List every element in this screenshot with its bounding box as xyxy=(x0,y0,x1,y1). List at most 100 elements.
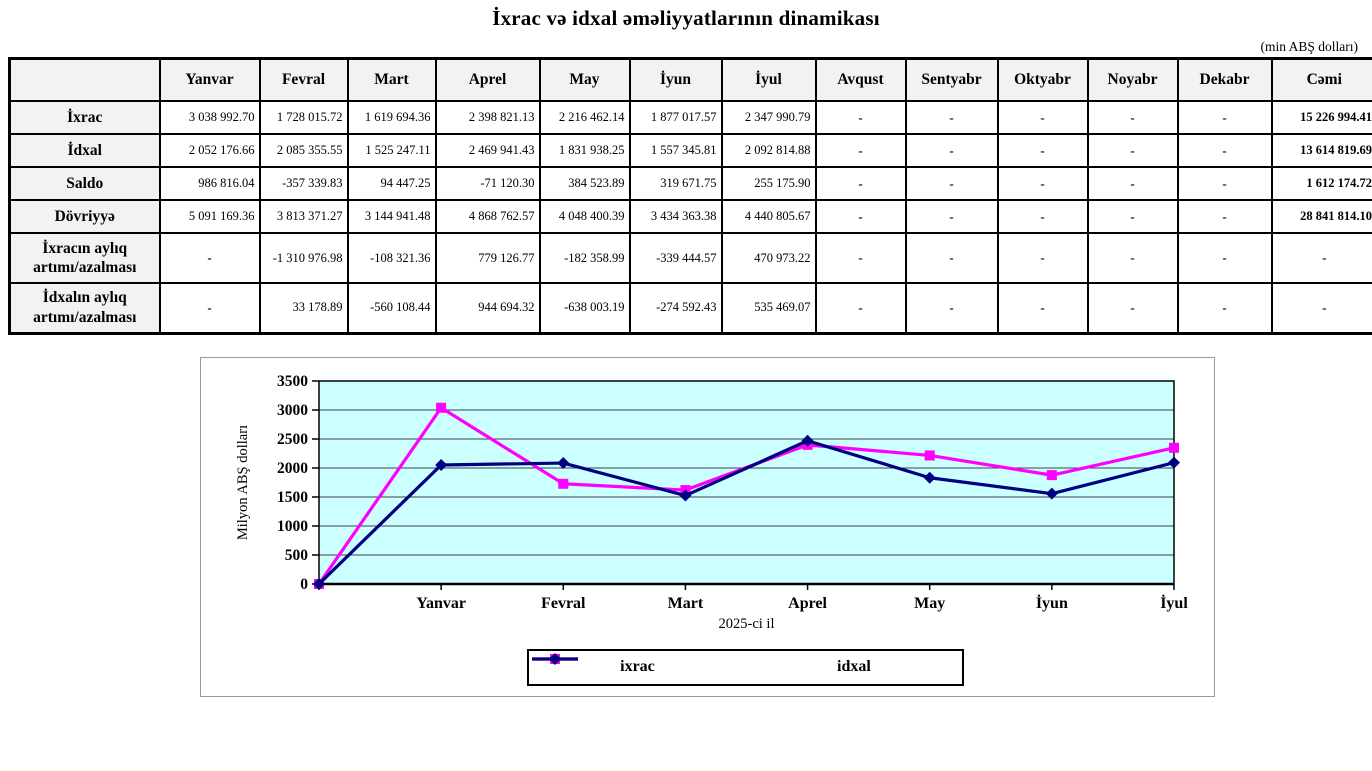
table-cell: - xyxy=(996,100,1089,135)
svg-text:Milyon ABŞ dolları: Milyon ABŞ dolları xyxy=(235,424,251,539)
table-cell: - xyxy=(1176,282,1273,334)
unit-note: (min ABŞ dolları) xyxy=(1260,39,1359,54)
svg-text:May: May xyxy=(914,595,945,612)
table-cell: - xyxy=(1086,232,1179,284)
row-label: Saldo xyxy=(8,166,161,201)
svg-text:1500: 1500 xyxy=(277,489,308,506)
table-cell: 2 092 814.88 xyxy=(720,133,817,168)
table-cell: 319 671.75 xyxy=(628,166,723,201)
column-header: İyul xyxy=(720,57,817,102)
table-row: Saldo 986 816.04 -357 339.83 94 447.25 -71 1… xyxy=(8,166,1372,201)
table-cell: - xyxy=(158,282,261,334)
column-header xyxy=(8,57,161,102)
table-cell: - xyxy=(904,100,999,135)
table-row: İxracın aylıq artımı/azalması - -1 310 976… xyxy=(8,232,1372,284)
table-cell: -71 120.30 xyxy=(434,166,541,201)
table-row: İdxalın aylıq artımı/azalması -33 178.89-… xyxy=(8,282,1372,334)
table-cell: 1 557 345.81 xyxy=(628,133,723,168)
table-cell: - xyxy=(1086,282,1179,334)
table-cell: 13 614 819.69 xyxy=(1270,133,1372,168)
svg-text:500: 500 xyxy=(285,547,309,564)
table-cell: - xyxy=(1086,199,1179,234)
legend-marker-icon xyxy=(532,652,578,665)
table-cell: 15 226 994.41 xyxy=(1270,100,1372,135)
svg-text:3000: 3000 xyxy=(277,402,308,419)
table-cell: - xyxy=(1176,232,1273,284)
table-cell: -1 310 976.98 xyxy=(258,232,349,284)
table-cell: - xyxy=(1176,199,1273,234)
column-header: Sentyabr xyxy=(904,57,999,102)
table-cell: - xyxy=(1086,100,1179,135)
line-chart-svg: 0 500 1000 1500 2000 2500 3000 3500 Yanvar Fevral… xyxy=(235,373,1188,632)
svg-text:Fevral: Fevral xyxy=(541,595,586,612)
table-cell: -638 003.19 xyxy=(538,282,631,334)
table-cell: - xyxy=(1176,166,1273,201)
table-cell: -108 321.36 xyxy=(346,232,437,284)
table-cell: - xyxy=(814,232,907,284)
table-cell: - xyxy=(1086,166,1179,201)
svg-text:2000: 2000 xyxy=(277,460,308,477)
table-cell: 2 347 990.79 xyxy=(720,100,817,135)
table-cell: - xyxy=(904,166,999,201)
table-cell: 384 523.89 xyxy=(538,166,631,201)
table-row: İdxal 2 052 176.66 2 085 355.55 1 525 247.1… xyxy=(8,133,1372,168)
data-table: Yanvar Fevral Mart Aprel May İyun İyul Avqust Se… xyxy=(8,57,1372,335)
table-cell: -182 358.99 xyxy=(538,232,631,284)
table-cell: 2 216 462.14 xyxy=(538,100,631,135)
table-cell: 986 816.04 xyxy=(158,166,261,201)
table-cell: - xyxy=(996,133,1089,168)
table-cell: 1 877 017.57 xyxy=(628,100,723,135)
table-cell: 944 694.32 xyxy=(434,282,541,334)
table-cell: -357 339.83 xyxy=(258,166,349,201)
table-cell: - xyxy=(904,232,999,284)
svg-text:İyun: İyun xyxy=(1036,593,1068,612)
table-cell: 2 398 821.13 xyxy=(434,100,541,135)
page-title: İxrac və idxal əməliyyatlarının dinamika… xyxy=(492,6,880,30)
svg-text:2500: 2500 xyxy=(277,431,308,448)
table-cell: -560 108.44 xyxy=(346,282,437,334)
table-body: İxrac 3 038 992.70 1 728 015.72 1 619 694.3… xyxy=(8,100,1372,334)
legend-item-idxal: idxal xyxy=(532,652,871,676)
table-cell: 33 178.89 xyxy=(258,282,349,334)
chart-legend: ixrac idxal xyxy=(527,648,964,686)
table-cell: - xyxy=(814,166,907,201)
table-header-row: Yanvar Fevral Mart Aprel May İyun İyul Avqust Se… xyxy=(8,57,1372,102)
table-cell: 1 612 174.72 xyxy=(1270,166,1372,201)
column-header: Mart xyxy=(346,57,437,102)
table-cell: - xyxy=(1086,133,1179,168)
table-row: İxrac 3 038 992.70 1 728 015.72 1 619 694.3… xyxy=(8,100,1372,135)
svg-text:2025-ci il: 2025-ci il xyxy=(719,616,775,632)
table-cell: 3 038 992.70 xyxy=(158,100,261,135)
legend-label: ixrac xyxy=(620,658,655,675)
table-cell: 255 175.90 xyxy=(720,166,817,201)
table-cell: 4 440 805.67 xyxy=(720,199,817,234)
chart: 0 500 1000 1500 2000 2500 3000 3500 Yanvar Fevral… xyxy=(200,356,1215,697)
svg-text:3500: 3500 xyxy=(277,373,308,390)
table-cell: 3 434 363.38 xyxy=(628,199,723,234)
table-cell: - xyxy=(996,232,1089,284)
table-cell: - xyxy=(814,100,907,135)
svg-text:0: 0 xyxy=(300,576,308,593)
table-cell: 2 469 941.43 xyxy=(434,133,541,168)
table-cell: - xyxy=(996,166,1089,201)
table-cell: - xyxy=(996,282,1089,334)
table-cell: 1 525 247.11 xyxy=(346,133,437,168)
table-cell: 4 048 400.39 xyxy=(538,199,631,234)
column-header: Noyabr xyxy=(1086,57,1179,102)
column-header: Aprel xyxy=(434,57,541,102)
table-cell: - xyxy=(1176,133,1273,168)
row-label: İxracın aylıq artımı/azalması xyxy=(8,232,161,284)
svg-text:İyul: İyul xyxy=(1160,593,1188,612)
row-label: Dövriyyə xyxy=(8,199,161,234)
table-cell: -274 592.43 xyxy=(628,282,723,334)
table-cell: - xyxy=(1176,100,1273,135)
column-header: May xyxy=(538,57,631,102)
row-label: İdxalın aylıq artımı/azalması xyxy=(8,282,161,334)
table-cell: - xyxy=(158,232,261,284)
table-cell: 1 728 015.72 xyxy=(258,100,349,135)
table-cell: - xyxy=(814,282,907,334)
table-cell: -339 444.57 xyxy=(628,232,723,284)
table-cell: - xyxy=(814,199,907,234)
row-label: İdxal xyxy=(8,133,161,168)
row-label: İxrac xyxy=(8,100,161,135)
